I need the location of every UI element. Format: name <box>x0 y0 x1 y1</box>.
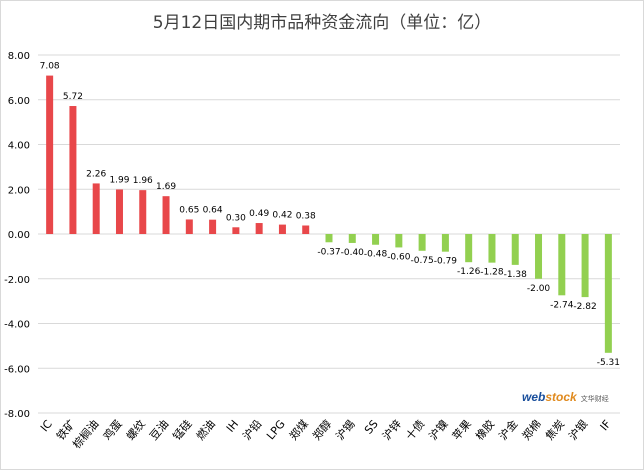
x-tick-label: IC <box>38 417 55 434</box>
bar-鸡蛋 <box>115 189 123 234</box>
bar-螺纹 <box>139 190 147 234</box>
bar-郑棉 <box>535 234 543 279</box>
bar-IH <box>232 227 240 234</box>
data-label: -0.40 <box>341 248 365 258</box>
bar-沪镍 <box>441 234 449 252</box>
x-tick-label: 沪锡 <box>333 417 358 443</box>
x-tick-label: 棕榈油 <box>70 417 102 451</box>
x-tick-label: 沪铅 <box>240 417 265 443</box>
x-tick-label: 沪锌 <box>379 417 404 443</box>
x-tick-label: IF <box>598 418 614 434</box>
x-tick-label: SS <box>362 418 381 437</box>
y-tick-label: 2.00 <box>8 185 30 196</box>
data-label: 1.96 <box>133 176 153 186</box>
data-label: -0.79 <box>434 257 458 267</box>
watermark-logo: webstock <box>522 390 577 404</box>
bar-series <box>46 75 612 353</box>
bar-IF <box>604 234 612 353</box>
data-label: 0.42 <box>272 211 292 221</box>
x-tick-label: 十债 <box>403 417 428 443</box>
bar-SS <box>372 234 380 245</box>
x-tick-label: IH <box>224 418 241 435</box>
x-tick-label: 豆油 <box>146 417 171 443</box>
data-label: 0.38 <box>296 211 316 221</box>
x-tick-label: 沪银 <box>566 417 591 443</box>
y-tick-label: 8.00 <box>8 51 30 62</box>
bar-锰硅 <box>185 219 193 234</box>
data-label: -0.37 <box>317 247 340 257</box>
data-label: 7.08 <box>40 62 60 72</box>
data-label: 0.49 <box>249 209 269 219</box>
y-tick-label: 0.00 <box>8 230 30 241</box>
chart-title: 5月12日国内期市品种资金流向（单位：亿） <box>152 13 492 33</box>
bar-沪锡 <box>348 234 356 243</box>
bar-豆油 <box>162 196 170 234</box>
x-tick-label: 郑醇 <box>309 417 334 443</box>
data-label: 1.69 <box>156 182 176 192</box>
x-tick-label: 螺纹 <box>123 417 148 443</box>
x-tick-label: 橡胶 <box>472 417 497 443</box>
bar-沪铅 <box>255 223 263 234</box>
watermark-logo-main: web <box>522 390 546 404</box>
x-tick-label: 郑棉 <box>519 417 544 443</box>
bar-IC <box>46 75 54 235</box>
bar-十债 <box>418 234 426 251</box>
bar-LPG <box>278 224 286 234</box>
data-label: -1.38 <box>504 270 528 280</box>
data-label: 2.26 <box>86 169 106 179</box>
x-tick-label: 苹果 <box>449 417 474 443</box>
bar-沪金 <box>511 234 519 265</box>
bar-沪锌 <box>395 234 403 248</box>
y-tick-label: 4.00 <box>8 141 30 152</box>
data-label: -2.82 <box>573 302 596 312</box>
data-label: -1.26 <box>457 267 481 277</box>
data-label: -1.28 <box>480 268 504 278</box>
bar-橡胶 <box>488 234 496 263</box>
data-label: -0.75 <box>410 256 433 266</box>
data-label: -0.48 <box>364 250 388 260</box>
y-tick-label: -6.00 <box>4 364 30 375</box>
x-tick-label: 鸡蛋 <box>100 417 125 443</box>
y-tick-label: -8.00 <box>4 409 30 420</box>
y-tick-label: -2.00 <box>4 275 30 286</box>
y-tick-label: -4.00 <box>4 320 30 331</box>
data-label: 0.64 <box>203 206 223 216</box>
data-label: 0.65 <box>179 205 199 215</box>
bar-沪银 <box>581 234 589 298</box>
data-label: -2.74 <box>550 300 574 310</box>
x-tick-label: 焦炭 <box>543 418 567 443</box>
data-label: -0.60 <box>387 252 411 262</box>
x-tick-label: LPG <box>264 418 288 443</box>
y-tick-label: 6.00 <box>8 96 30 107</box>
data-label: 5.72 <box>63 92 83 102</box>
data-labels: 7.08 5.72 2.261.99 1.961.69 0.65 0.640.30 0.49… <box>40 62 620 368</box>
bar-苹果 <box>465 234 473 263</box>
bar-铁矿 <box>69 106 77 234</box>
data-label: 0.30 <box>226 213 246 223</box>
y-axis-ticks: 8.00 6.00 4.00 2.00 0.00 -2.00 -4.00 -6.00 -8.00 <box>4 51 30 420</box>
bar-棕榈油 <box>92 183 100 234</box>
watermark-subtitle: 文华财经 <box>580 395 609 403</box>
x-tick-label: 沪镍 <box>426 417 451 443</box>
x-tick-label: 郑煤 <box>286 417 311 443</box>
webstock-watermark: webstock 文华财经 <box>522 386 609 405</box>
x-tick-label: 燃油 <box>193 417 218 443</box>
grid-layer <box>38 54 620 414</box>
bar-郑煤 <box>302 225 310 234</box>
bar-焦炭 <box>558 234 566 296</box>
x-tick-label: 沪金 <box>496 417 521 443</box>
data-label: -5.31 <box>597 358 620 368</box>
bar-燃油 <box>209 219 217 234</box>
data-label: -2.00 <box>527 284 551 294</box>
x-tick-label: 锰硅 <box>170 417 195 443</box>
data-label: 1.99 <box>109 175 129 185</box>
watermark-logo-accent: stock <box>545 390 577 404</box>
bar-郑醇 <box>325 234 333 243</box>
